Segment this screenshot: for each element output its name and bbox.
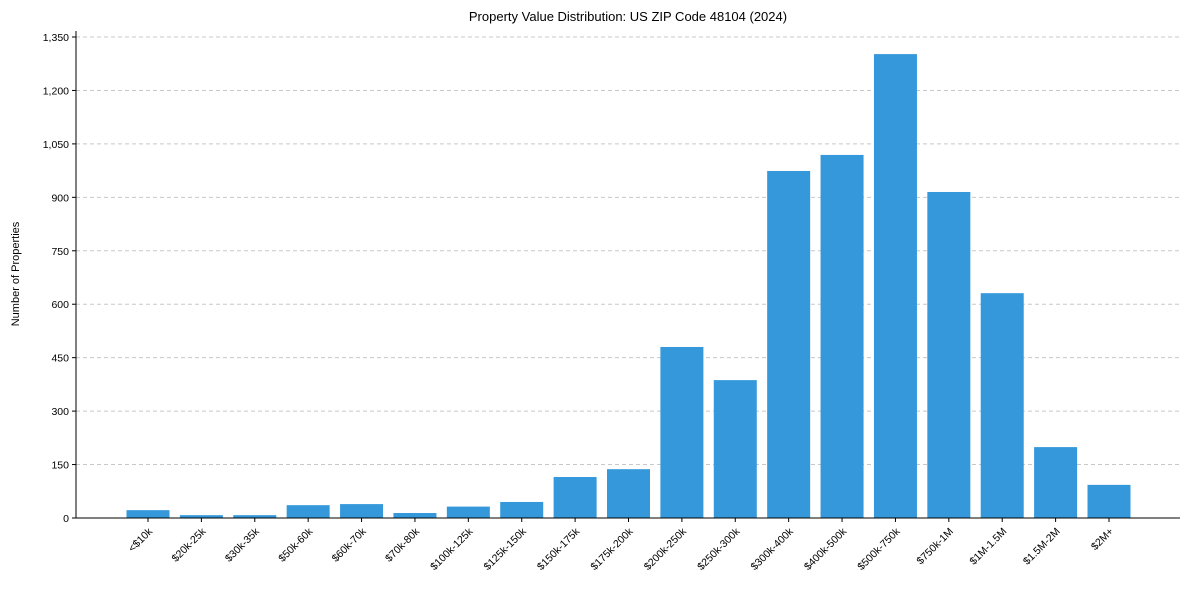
bar — [1034, 447, 1078, 518]
x-tick-label: $1M-1.5M — [967, 526, 1009, 568]
chart-title: Property Value Distribution: US ZIP Code… — [469, 9, 787, 24]
bar — [446, 506, 490, 518]
x-tick-label: $1.5M-2M — [1021, 526, 1063, 568]
bar — [767, 170, 811, 518]
x-tick-label: $400k-500k — [802, 525, 850, 573]
y-tick-label: 1,200 — [43, 85, 69, 97]
x-tick-label: <$10k — [126, 525, 155, 554]
x-tick-label: $30k-35k — [223, 525, 263, 565]
y-axis-label: Number of Properties — [10, 221, 22, 326]
y-tick-label: 900 — [51, 192, 69, 204]
bar — [340, 504, 384, 518]
x-tick-label: $200k-250k — [642, 525, 690, 573]
bar — [820, 154, 864, 518]
bar — [553, 477, 597, 518]
bar — [713, 380, 757, 518]
bar — [660, 346, 704, 518]
y-tick-label: 600 — [51, 299, 69, 311]
x-tick-label: $150k-175k — [535, 525, 583, 573]
y-tick-label: 450 — [51, 353, 69, 365]
bar — [393, 513, 437, 518]
x-tick-label: $50k-60k — [276, 525, 316, 565]
bar — [927, 191, 971, 518]
y-tick-label: 1,050 — [43, 139, 69, 151]
y-tick-label: 750 — [51, 246, 69, 258]
x-tick-label: $20k-25k — [169, 525, 209, 565]
bar — [500, 501, 544, 518]
bar — [286, 505, 330, 518]
x-tick-label: $250k-300k — [695, 525, 743, 573]
bar — [126, 510, 170, 518]
y-tick-label: 150 — [51, 460, 69, 472]
x-tick-label: $300k-400k — [749, 525, 797, 573]
y-tick-label: 0 — [63, 513, 69, 525]
x-tick-label: $70k-80k — [383, 525, 423, 565]
bar — [980, 293, 1024, 518]
x-tick-label: $2M+ — [1089, 526, 1116, 553]
x-tick-label: $750k-1M — [914, 526, 956, 568]
x-tick-label: $125k-150k — [482, 525, 530, 573]
x-tick-label: $500k-750k — [855, 525, 903, 573]
bar — [607, 469, 650, 518]
x-tick-label: $175k-200k — [588, 525, 636, 573]
x-tick-label: $100k-125k — [428, 525, 476, 573]
x-tick-label: $60k-70k — [330, 525, 370, 565]
y-tick-label: 300 — [51, 406, 69, 418]
bar — [1087, 484, 1131, 518]
bar — [179, 515, 223, 518]
bar — [233, 515, 277, 518]
y-tick-label: 1,350 — [43, 32, 69, 44]
bar — [873, 54, 917, 518]
